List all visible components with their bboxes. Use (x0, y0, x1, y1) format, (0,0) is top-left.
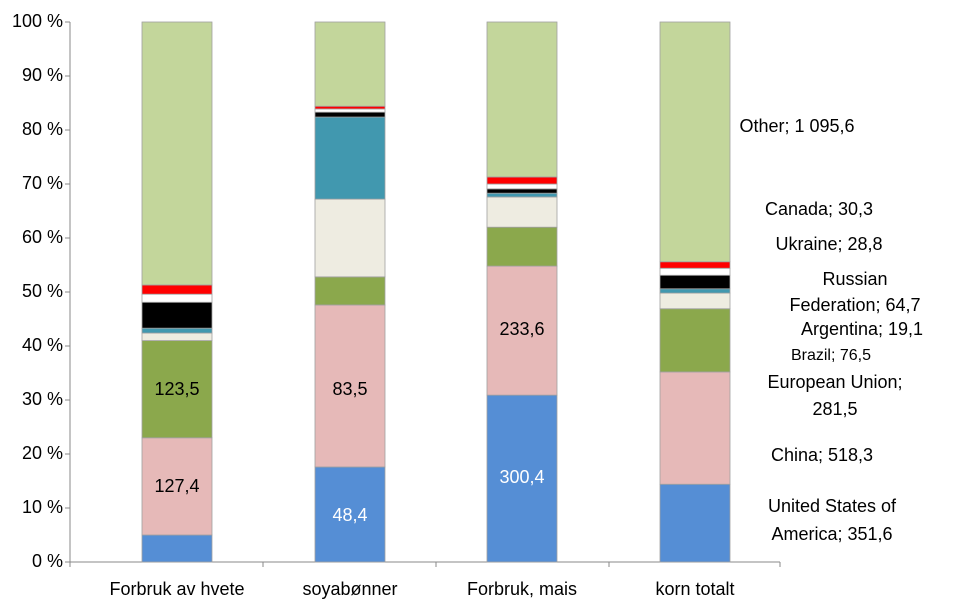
y-tick-label: 20 % (22, 443, 63, 463)
annotation: United States of (768, 496, 897, 516)
x-tick-label: Forbruk, mais (467, 579, 577, 599)
annotation: Federation; 64,7 (789, 295, 920, 315)
bar-segment (141, 332, 213, 342)
bar-segment (659, 483, 731, 563)
bar-segment (141, 301, 213, 329)
data-label: 127,4 (154, 476, 199, 496)
bar-segment (314, 21, 386, 107)
x-tick-label: soyabønner (302, 579, 397, 599)
bar-segment (486, 196, 558, 228)
bar-segment (486, 21, 558, 178)
data-label: 83,5 (332, 379, 367, 399)
x-tick-label: korn totalt (655, 579, 734, 599)
bar-segment (486, 265, 558, 396)
annotation: America; 351,6 (771, 524, 892, 544)
bar-segment (314, 108, 386, 113)
y-tick-label: 40 % (22, 335, 63, 355)
bar-segment (141, 327, 213, 334)
annotation: Brazil; 76,5 (791, 347, 871, 364)
bar-segment (659, 371, 731, 485)
bar-segment (314, 111, 386, 118)
bar-segment (659, 261, 731, 269)
annotation: Argentina; 19,1 (801, 319, 923, 339)
annotation: Russian (822, 269, 887, 289)
bar-segment (486, 394, 558, 563)
y-tick-label: 50 % (22, 281, 63, 301)
bar-segment (314, 304, 386, 468)
bar-segment (141, 534, 213, 563)
data-label: 123,5 (154, 379, 199, 399)
bar-segment (486, 192, 558, 198)
annotation: Canada; 30,3 (765, 199, 873, 219)
x-tick-label: Forbruk av hvete (109, 579, 244, 599)
data-label: 300,4 (499, 467, 544, 487)
annotation: European Union; (767, 372, 902, 392)
bar-segment (659, 288, 731, 294)
bar-segment (141, 284, 213, 295)
bar-segment (486, 183, 558, 190)
bar-segment (659, 308, 731, 373)
bar-segment (314, 116, 386, 200)
bar-segment (659, 292, 731, 310)
annotation: 281,5 (812, 399, 857, 419)
data-label: 233,6 (499, 319, 544, 339)
y-tick-label: 90 % (22, 65, 63, 85)
bar-segment (659, 267, 731, 276)
bar-segment (486, 188, 558, 194)
annotation: Ukraine; 28,8 (775, 234, 882, 254)
bar-segment (141, 21, 213, 286)
bar-segment (486, 226, 558, 267)
bar-segment (314, 105, 386, 110)
bar-segment (486, 176, 558, 185)
y-tick-label: 10 % (22, 497, 63, 517)
y-tick-label: 70 % (22, 173, 63, 193)
annotation: China; 518,3 (771, 445, 873, 465)
y-tick-label: 0 % (32, 551, 63, 571)
bar-segment (659, 21, 731, 263)
bar-segment (314, 198, 386, 278)
annotation: Other; 1 095,6 (739, 116, 854, 136)
y-tick-label: 100 % (12, 11, 63, 31)
bar-segment (141, 293, 213, 303)
data-label: 48,4 (332, 505, 367, 525)
y-tick-label: 30 % (22, 389, 63, 409)
bar-segment (314, 276, 386, 306)
bar-segment (659, 274, 731, 290)
y-tick-label: 60 % (22, 227, 63, 247)
y-tick-label: 80 % (22, 119, 63, 139)
